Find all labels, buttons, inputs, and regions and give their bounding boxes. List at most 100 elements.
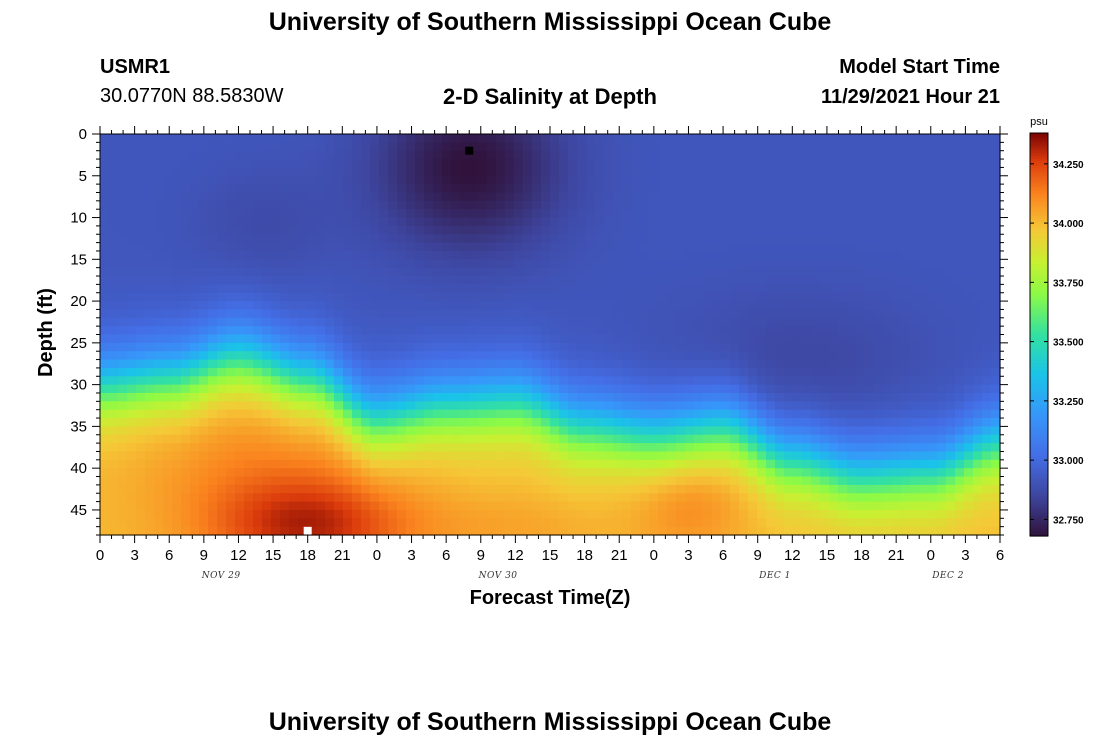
heatmap-cell	[370, 150, 380, 160]
heatmap-cell	[748, 200, 758, 210]
heatmap-cell	[370, 326, 380, 336]
heatmap-cell	[559, 217, 569, 227]
heatmap-cell	[847, 184, 857, 194]
heatmap-cell	[496, 359, 506, 369]
heatmap-cell	[208, 209, 218, 219]
heatmap-cell	[109, 234, 119, 244]
heatmap-cell	[442, 225, 452, 235]
heatmap-cell	[541, 301, 551, 311]
heatmap-cell	[352, 326, 362, 336]
heatmap-cell	[388, 234, 398, 244]
heatmap-cell	[316, 242, 326, 252]
heatmap-cell	[991, 418, 1001, 427]
heatmap-cell	[469, 384, 479, 394]
heatmap-cell	[307, 292, 317, 302]
heatmap-cell	[640, 351, 650, 361]
heatmap-cell	[217, 150, 227, 160]
heatmap-cell	[235, 167, 245, 177]
heatmap-cell	[415, 276, 425, 285]
heatmap-cell	[703, 292, 713, 302]
heatmap-cell	[199, 317, 209, 327]
heatmap-cell	[136, 234, 146, 244]
heatmap-cell	[577, 167, 587, 177]
heatmap-cell	[955, 259, 965, 269]
heatmap-cell	[802, 459, 812, 469]
heatmap-cell	[631, 342, 641, 352]
heatmap-cell	[217, 175, 227, 185]
heatmap-cell	[928, 367, 938, 377]
heatmap-cell	[883, 276, 893, 285]
heatmap-cell	[496, 259, 506, 269]
heatmap-cell	[262, 242, 272, 252]
heatmap-cell	[523, 351, 533, 361]
heatmap-cell	[397, 167, 407, 177]
heatmap-cell	[892, 284, 902, 294]
heatmap-cell	[595, 284, 605, 294]
heatmap-cell	[370, 384, 380, 394]
heatmap-cell	[289, 225, 299, 235]
heatmap-cell	[487, 326, 497, 336]
heatmap-cell	[154, 476, 164, 486]
heatmap-cell	[919, 209, 929, 219]
heatmap-cell	[901, 476, 911, 486]
heatmap-cell	[415, 175, 425, 185]
heatmap-cell	[739, 451, 749, 461]
heatmap-cell	[343, 484, 353, 494]
heatmap-cell	[595, 392, 605, 402]
heatmap-cell	[307, 468, 317, 478]
heatmap-cell	[982, 292, 992, 302]
heatmap-cell	[460, 292, 470, 302]
heatmap-cell	[289, 259, 299, 269]
heatmap-cell	[676, 376, 686, 386]
heatmap-cell	[748, 518, 758, 528]
heatmap-cell	[406, 200, 416, 210]
heatmap-cell	[586, 342, 596, 352]
heatmap-cell	[145, 242, 155, 252]
heatmap-cell	[334, 476, 344, 486]
heatmap-cell	[235, 518, 245, 528]
heatmap-cell	[253, 342, 263, 352]
heatmap-cell	[829, 493, 839, 503]
heatmap-cell	[676, 284, 686, 294]
heatmap-cell	[793, 468, 803, 478]
heatmap-cell	[235, 217, 245, 227]
heatmap-cell	[505, 509, 515, 519]
heatmap-cell	[172, 409, 182, 419]
heatmap-cell	[208, 459, 218, 469]
heatmap-cell	[424, 401, 434, 411]
heatmap-cell	[595, 234, 605, 244]
heatmap-cell	[172, 175, 182, 185]
heatmap-cell	[424, 392, 434, 402]
heatmap-cell	[397, 184, 407, 194]
heatmap-cell	[217, 200, 227, 210]
heatmap-cell	[280, 518, 290, 528]
heatmap-cell	[226, 367, 236, 377]
heatmap-cell	[838, 518, 848, 528]
heatmap-cell	[109, 292, 119, 302]
heatmap-cell	[622, 150, 632, 160]
station-coordinates: 30.0770N 88.5830W	[100, 85, 284, 107]
heatmap-cell	[397, 443, 407, 453]
heatmap-cell	[838, 167, 848, 177]
heatmap-cell	[325, 184, 335, 194]
heatmap-cell	[469, 526, 479, 536]
heatmap-cell	[892, 326, 902, 336]
heatmap-cell	[127, 150, 137, 160]
heatmap-cell	[973, 292, 983, 302]
heatmap-cell	[190, 301, 200, 311]
heatmap-cell	[199, 509, 209, 519]
heatmap-cell	[649, 501, 659, 511]
heatmap-cell	[928, 309, 938, 319]
heatmap-cell	[973, 501, 983, 511]
heatmap-cell	[820, 468, 830, 478]
heatmap-cell	[847, 209, 857, 219]
heatmap-cell	[766, 401, 776, 411]
heatmap-cell	[847, 376, 857, 386]
heatmap-cell	[433, 401, 443, 411]
heatmap-cell	[496, 317, 506, 327]
heatmap-cell	[604, 426, 614, 436]
heatmap-cell	[703, 167, 713, 177]
heatmap-cell	[487, 401, 497, 411]
heatmap-cell	[586, 501, 596, 511]
heatmap-cell	[145, 167, 155, 177]
